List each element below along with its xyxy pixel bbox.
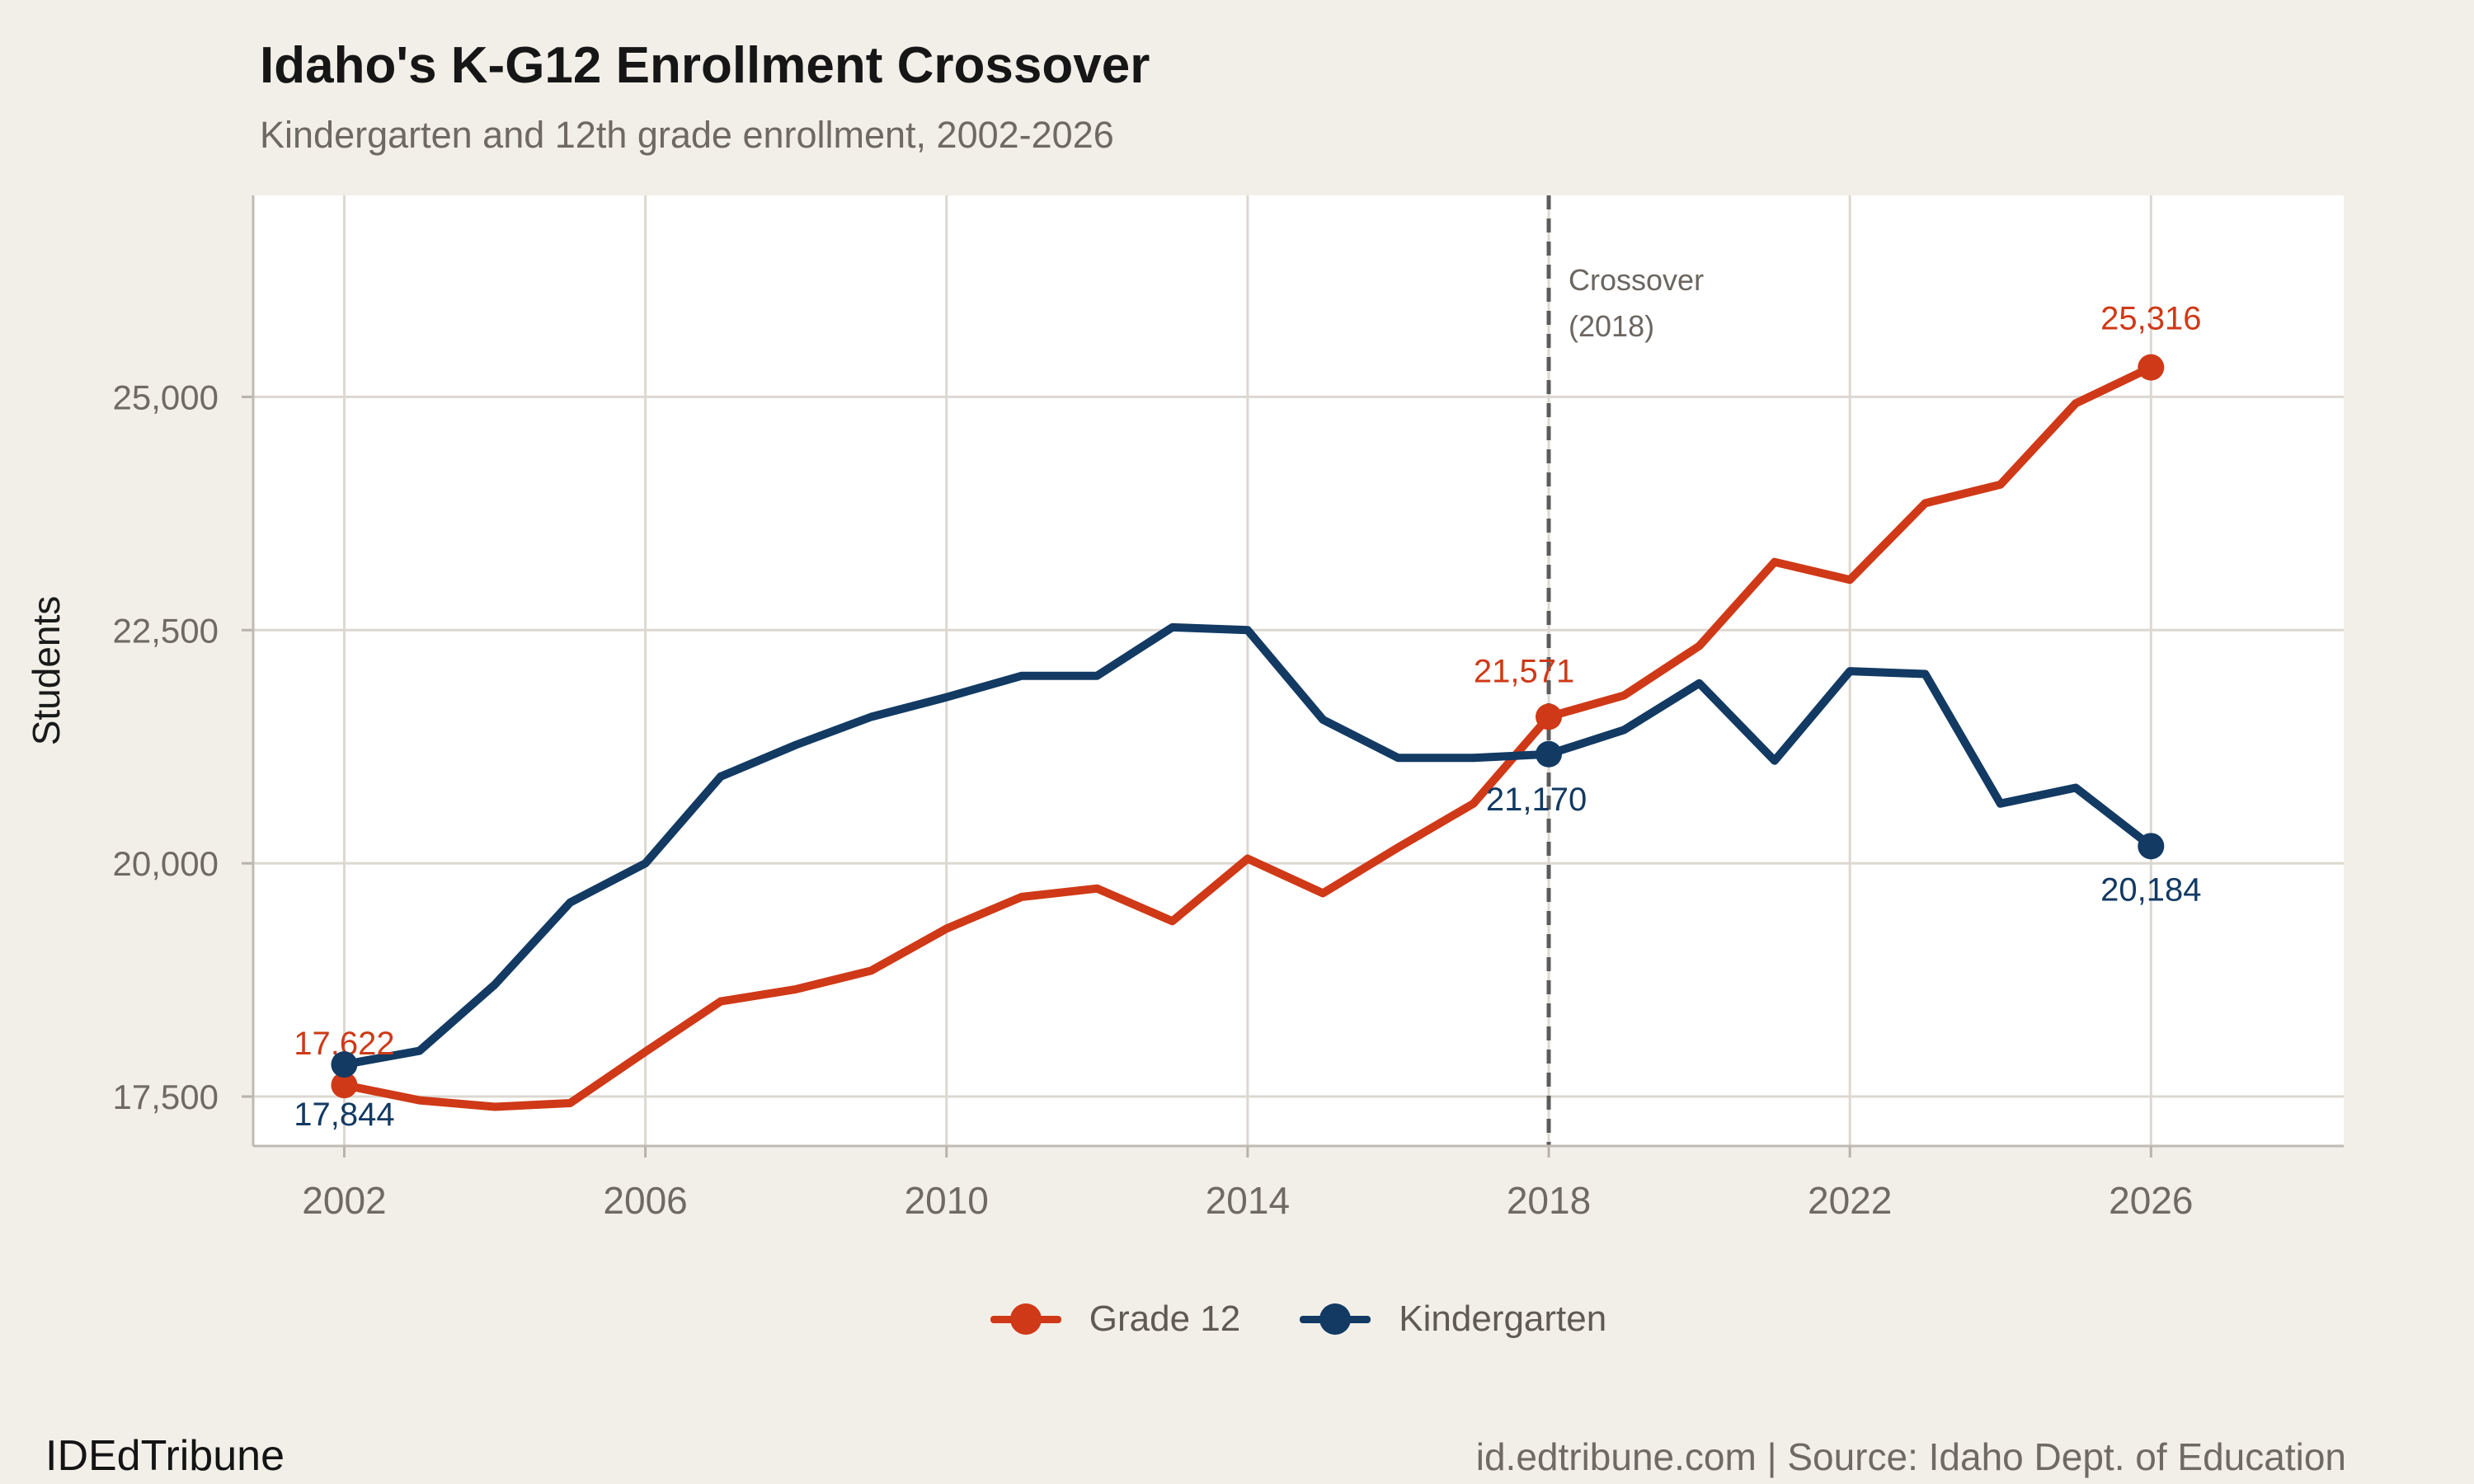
- source-credit: id.edtribune.com | Source: Idaho Dept. o…: [1475, 1435, 2346, 1478]
- data-point-label: 20,184: [2100, 871, 2201, 908]
- x-tick-label: 2026: [2109, 1179, 2193, 1222]
- footer: IDEdTribune id.edtribune.com | Source: I…: [45, 1431, 2346, 1481]
- crossover-annotation-line2: (2018): [1569, 309, 1654, 343]
- data-point-dot: [331, 1051, 358, 1078]
- x-tick-label: 2006: [603, 1179, 687, 1222]
- x-tick-label: 2010: [905, 1179, 989, 1222]
- y-tick-label: 17,500: [113, 1078, 219, 1116]
- page-title: Idaho's K-G12 Enrollment Crossover: [260, 37, 1150, 94]
- plot-panel: [253, 195, 2344, 1146]
- data-point-dot: [1536, 740, 1563, 768]
- data-point-dot: [2138, 354, 2165, 381]
- data-point-dot: [2138, 833, 2165, 860]
- y-axis-title: Students: [25, 596, 68, 746]
- grade12-line-marker-icon: [990, 1301, 1061, 1337]
- kindergarten-line-marker-icon: [1300, 1301, 1371, 1337]
- x-tick-label: 2014: [1206, 1179, 1290, 1222]
- x-tick-label: 2002: [302, 1179, 386, 1222]
- y-tick-label: 22,500: [113, 611, 219, 650]
- data-point-label: 21,571: [1474, 653, 1574, 689]
- page-subtitle: Kindergarten and 12th grade enrollment, …: [260, 114, 1114, 156]
- legend-item-grade12: Grade 12: [990, 1298, 1240, 1340]
- legend-item-kindergarten: Kindergarten: [1300, 1298, 1606, 1340]
- chart-legend: Grade 12 Kindergarten: [253, 1288, 2344, 1350]
- data-point-dot: [331, 1072, 358, 1099]
- y-tick-label: 20,000: [113, 844, 219, 883]
- y-tick-label: 25,000: [113, 378, 219, 416]
- data-point-label: 25,316: [2100, 301, 2201, 337]
- series-line-grade-12: [340, 363, 2156, 1111]
- x-tick-label: 2022: [1808, 1179, 1892, 1222]
- brand-logo: IDEdTribune: [45, 1432, 285, 1480]
- legend-label-grade12: Grade 12: [1089, 1298, 1241, 1339]
- legend-label-kindergarten: Kindergarten: [1399, 1298, 1607, 1339]
- series-line-kindergarten: [340, 622, 2156, 1069]
- data-point-label: 17,844: [294, 1097, 394, 1133]
- x-tick-label: 2018: [1507, 1179, 1591, 1222]
- data-point-dot: [1536, 703, 1563, 730]
- data-point-label: 21,170: [1486, 782, 1587, 818]
- crossover-annotation-line1: Crossover: [1569, 263, 1704, 297]
